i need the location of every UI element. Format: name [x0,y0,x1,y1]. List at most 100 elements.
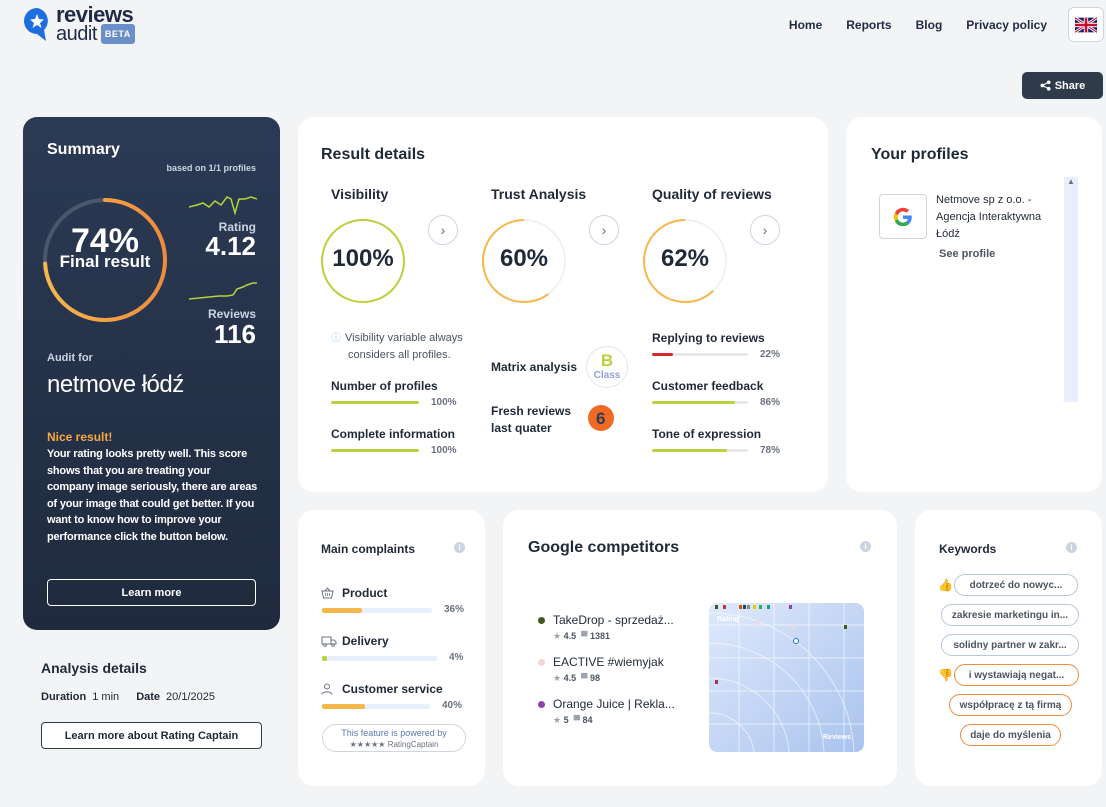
customer-feedback-bar [652,401,748,404]
scroll-up-icon[interactable]: ▲ [1067,177,1075,186]
keyword-positive[interactable]: solidny partner w zakr... [941,634,1079,656]
profiles-scrollbar[interactable]: ▲ [1064,177,1078,402]
competitor-rating: 4.5 [563,631,577,641]
logo-star-icon [24,8,48,41]
info-icon[interactable]: i [1066,542,1077,553]
complete-information-label: Complete information [331,427,456,441]
chevron-right-icon: › [601,222,607,238]
quality-of-reviews-value: 62% [660,245,710,272]
number-of-profiles-label: Number of profiles [331,379,438,393]
nav-home[interactable]: Home [788,18,823,32]
thumbs-down-icon: 👎 [938,668,953,682]
learn-more-rating-captain-button[interactable]: Learn more about Rating Captain [41,722,262,749]
nav-privacy-policy[interactable]: Privacy policy [966,18,1047,32]
competitor-item[interactable]: EACTIVE #wiemyjak ★ 4.5 ▀ 98 [538,655,664,684]
info-icon[interactable]: i [454,542,465,553]
result-details-card: Result details Visibility Trust Analysis… [298,117,828,492]
fresh-reviews-badge: 6 [587,404,615,432]
logo-line-1: reviews [56,2,134,27]
competitors-plot[interactable]: Rating Reviews [709,603,864,752]
keyword-negative[interactable]: i wystawiają negat... [954,664,1079,686]
trust-analysis-gauge [482,219,566,303]
duration-label: Duration [41,691,87,703]
tone-of-expression-percent: 78% [760,445,781,456]
competitor-reviews: 1381 [590,631,611,641]
trust-analysis-value: 60% [499,245,549,272]
reviews-sparkline [189,282,257,300]
replying-to-reviews-percent: 22% [760,349,781,360]
powered-by-badge[interactable]: This feature is powered by ★★★★★ RatingC… [322,724,466,752]
complaint-product-label: Product [342,586,388,600]
info-icon[interactable]: i [860,541,871,552]
matrix-class-badge: B Class [586,346,628,388]
your-profiles-card: Your profiles Netmove sp z o.o. - Agencj… [846,117,1102,492]
competitor-reviews: 84 [582,715,593,725]
complaint-product-percent: 36% [444,604,465,615]
rating-value: 4.12 [205,231,256,261]
competitor-item[interactable]: Orange Juice | Rekla... ★ 5 ▀ 84 [538,697,675,726]
rating-sparkline [189,196,257,216]
final-result-ring [43,198,167,322]
share-button[interactable]: Share [1022,72,1103,99]
visibility-value: 100% [332,245,394,272]
google-competitors-card: Google competitors i TakeDrop - sprzedaż… [503,510,897,786]
main-complaints-title: Main complaints [321,542,416,556]
trust-analysis-title: Trust Analysis [491,186,587,202]
nav-blog[interactable]: Blog [915,18,943,32]
quality-of-reviews-title: Quality of reviews [652,186,772,202]
keyword-negative[interactable]: współpracę z tą firmą [949,694,1072,716]
keyword-negative[interactable]: daje do myślenia [960,724,1061,746]
summary-title: Summary [47,141,120,158]
result-description: Your rating looks pretty well. This scor… [47,448,258,543]
quality-of-reviews-gauge [643,219,727,303]
main-complaints-card: Main complaints i Product 36% Delivery 4… [298,510,485,786]
nav-reports[interactable]: Reports [846,18,892,32]
quality-details-button[interactable]: › [750,215,780,245]
learn-more-button[interactable]: Learn more [47,579,256,606]
competitor-reviews: 98 [590,673,601,683]
complaint-customer-service: Customer service [321,682,443,696]
complaint-delivery-label: Delivery [342,634,389,648]
your-profiles-title: Your profiles [871,146,969,163]
competitor-name: EACTIVE #wiemyjak [553,655,664,669]
share-icon [1040,80,1051,91]
matrix-analysis-label: Matrix analysis [491,360,578,374]
see-profile-link[interactable]: See profile [939,248,996,260]
logo[interactable]: reviews audit BETA [22,2,135,45]
trust-details-button[interactable]: › [589,215,619,245]
beta-badge: BETA [100,24,135,44]
top-bar: reviews audit BETA Home Reports Blog Priv… [0,0,1106,52]
fresh-reviews-label: Fresh reviews last quater [491,404,572,435]
fresh-reviews-value: 6 [596,409,605,428]
chevron-right-icon: › [440,222,446,238]
competitor-item[interactable]: TakeDrop - sprzedaż... ★ 4.5 ▀ 1381 [538,613,674,642]
language-button[interactable] [1068,7,1104,42]
plot-x-label: Reviews [823,734,851,741]
visibility-gauge [321,219,405,303]
complete-information-bar [331,449,419,452]
number-of-profiles-bar [331,401,419,404]
competitor-rating: 4.5 [563,673,577,683]
profile-name: Netmove sp z o.o. - Agencja Interaktywna… [936,194,1042,240]
visibility-details-button[interactable]: › [428,215,458,245]
keyword-positive[interactable]: zakresie marketingu in... [941,604,1079,626]
matrix-class-label: Class [593,370,621,381]
competitor-dot [538,616,545,624]
complaint-customer-service-percent: 40% [442,700,463,711]
person-icon [321,683,335,695]
number-of-profiles-percent: 100% [431,397,457,408]
plot-points [715,605,847,684]
main-nav: Home Reports Blog Privacy policy [789,18,1047,32]
logo-line-2: audit [56,23,97,45]
star-icon: ★ [553,631,562,641]
complaint-customer-service-label: Customer service [342,682,443,696]
share-label: Share [1054,79,1086,92]
reviews-label: Reviews [207,307,256,321]
date-label: Date [136,691,161,703]
keywords-card: Keywords i 👍 dotrzeć do nowyc... zakresi… [915,510,1102,786]
complete-information-percent: 100% [431,445,457,456]
chevron-right-icon: › [762,222,768,238]
keyword-positive[interactable]: dotrzeć do nowyc... [954,574,1078,596]
customer-feedback-percent: 86% [760,397,781,408]
basket-icon [321,587,335,599]
